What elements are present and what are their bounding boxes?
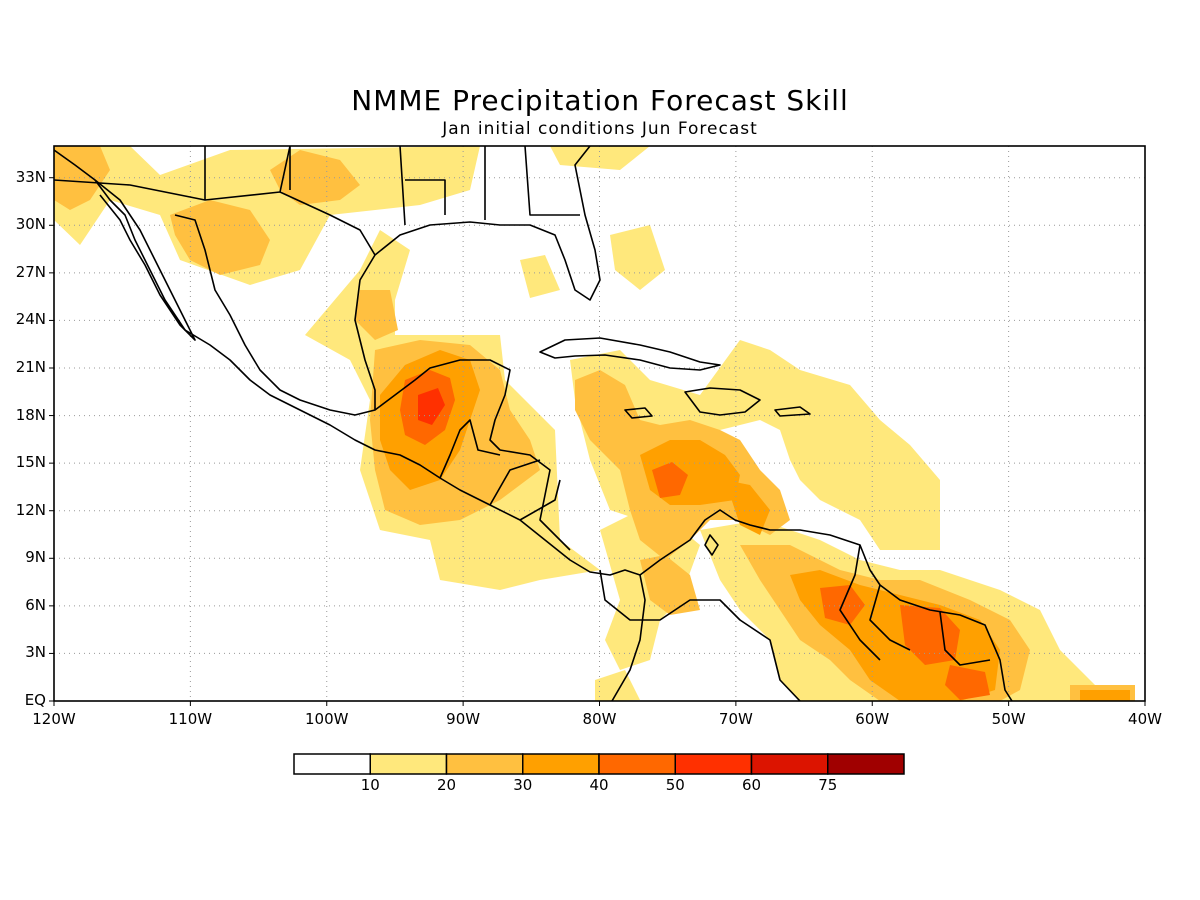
border-us-states (204, 146, 580, 226)
shade-ecuador-10 (595, 670, 640, 701)
lon-label: 110W (168, 710, 213, 728)
colorbar-label: 10 (360, 776, 380, 794)
lon-label: 100W (305, 710, 349, 728)
colorbar-swatch (522, 753, 600, 775)
shade-caribbean-40 (652, 462, 688, 498)
shade-gulf-10 (520, 255, 560, 298)
coast-puertorico (774, 406, 811, 417)
colorbar-label: 75 (818, 776, 838, 794)
colorbar-swatch (369, 753, 448, 775)
lat-label: 24N (15, 310, 46, 329)
shade-brazil-40 (945, 665, 990, 700)
coast-maracaibo (704, 534, 719, 556)
coast-pacific-mexico (54, 149, 646, 701)
coast-cuba (539, 337, 721, 371)
shade-bahamas-10 (610, 225, 665, 290)
shade-sonora-20 (170, 200, 270, 275)
lat-label: 21N (15, 358, 46, 376)
coastlines (54, 146, 1013, 701)
colorbar-swatch (293, 753, 371, 775)
coast-south-america (639, 509, 1013, 701)
border-central-america (439, 419, 801, 701)
lon-label: 80W (582, 710, 617, 728)
map-subtitle: Jan initial conditions Jun Forecast (442, 119, 758, 139)
lat-label: 12N (15, 500, 46, 519)
coast-baja (94, 179, 196, 341)
colorbar-label: 40 (589, 776, 609, 794)
lat-label: 18N (15, 405, 46, 424)
colorbar-swatch (674, 753, 753, 775)
shade-nw-mexico-20 (54, 146, 110, 210)
shade-atlantic-30 (1080, 690, 1130, 701)
lon-label: 50W (991, 710, 1026, 728)
lat-label: 15N (15, 453, 46, 472)
lon-label: 70W (718, 710, 753, 728)
border-guianas (839, 544, 991, 666)
colorbar-label: 50 (665, 776, 685, 794)
lat-label: EQ (24, 691, 46, 709)
lat-label: 3N (25, 643, 46, 662)
lon-label: 60W (855, 710, 890, 728)
shade-texas-20 (355, 290, 398, 340)
lat-label: 30N (15, 215, 46, 234)
skill-shading (54, 146, 1135, 701)
shade-colombia-20 (640, 555, 700, 615)
colorbar-label: 60 (741, 776, 762, 794)
coast-jamaica (624, 407, 653, 419)
colorbar (293, 753, 905, 775)
colorbar-swatch (445, 753, 524, 775)
colorbar-label: 20 (436, 776, 457, 794)
lat-label: 9N (25, 548, 46, 567)
axis-ticks (49, 177, 1146, 706)
coast-hispaniola (684, 387, 761, 416)
lat-label: 27N (15, 262, 46, 281)
shade-nw-mexico-10 (54, 146, 480, 285)
lon-label: 90W (446, 710, 481, 728)
colorbar-swatch (750, 753, 829, 775)
coast-yucatan (374, 359, 571, 551)
lat-label: 33N (15, 167, 46, 186)
lat-label: 6N (25, 595, 46, 614)
map-title: NMME Precipitation Forecast Skill (351, 84, 849, 117)
lon-label: 120W (32, 710, 76, 728)
colorbar-label: 30 (513, 776, 533, 794)
coast-gulf (174, 146, 601, 416)
shade-venezuela-30 (725, 480, 770, 535)
colorbar-swatch (827, 753, 905, 775)
lon-label: 40W (1128, 710, 1162, 728)
colorbar-swatch (598, 753, 676, 775)
